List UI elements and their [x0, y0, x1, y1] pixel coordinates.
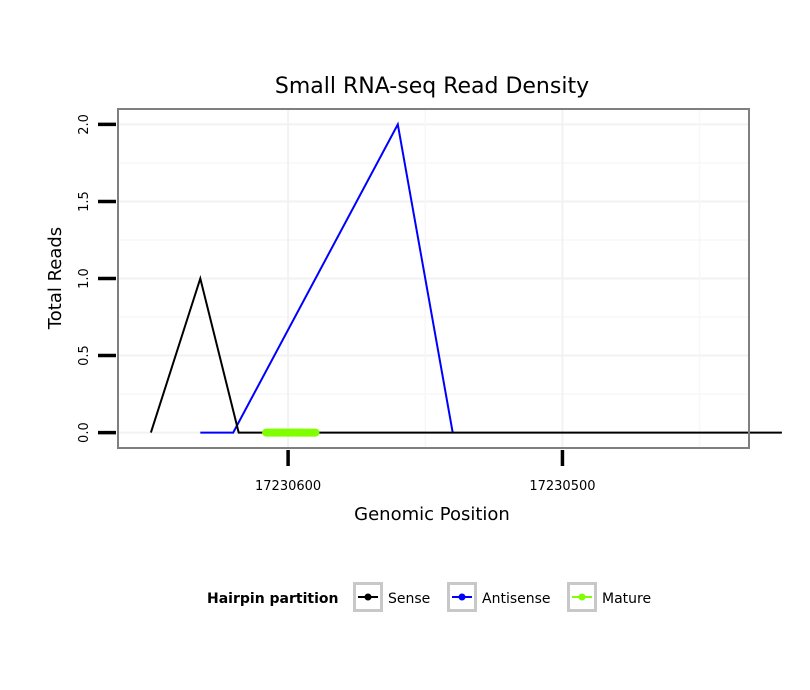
legend-label: Mature — [602, 591, 651, 607]
legend-label: Sense — [388, 591, 430, 607]
legend-key-dot — [578, 593, 586, 601]
y-axis-title: Total Reads — [45, 227, 66, 330]
chart-title: Small RNA-seq Read Density — [275, 74, 589, 99]
legend: Hairpin partition Sense Antisense Mature — [207, 582, 651, 612]
y-tick-label: 1.0 — [77, 268, 92, 289]
y-axis: 0.0 0.5 1.0 1.5 2.0 — [77, 114, 116, 443]
y-tick-label: 0.0 — [77, 422, 92, 443]
plot-series — [149, 121, 782, 437]
legend-key-dot — [364, 593, 372, 601]
x-tick-label: 17230600 — [255, 479, 321, 494]
x-tick-label: 17230500 — [529, 479, 595, 494]
legend-entries: Sense Antisense Mature — [353, 582, 651, 612]
legend-entry-mature: Mature — [567, 582, 651, 612]
plot-grid — [118, 109, 749, 448]
plot-border — [117, 108, 750, 449]
y-tick-label: 2.0 — [77, 114, 92, 135]
y-tick-label: 1.5 — [77, 191, 92, 212]
legend-title: Hairpin partition — [207, 591, 338, 607]
x-axis-title: Genomic Position — [354, 504, 510, 525]
y-tick-label: 0.5 — [77, 345, 92, 366]
legend-key-dot — [458, 593, 466, 601]
legend-entry-antisense: Antisense — [447, 582, 551, 612]
x-axis: 17230600 17230500 — [255, 450, 596, 494]
legend-entry-sense: Sense — [353, 582, 430, 612]
legend-label: Antisense — [482, 591, 551, 607]
series-line-antisense — [200, 121, 454, 434]
